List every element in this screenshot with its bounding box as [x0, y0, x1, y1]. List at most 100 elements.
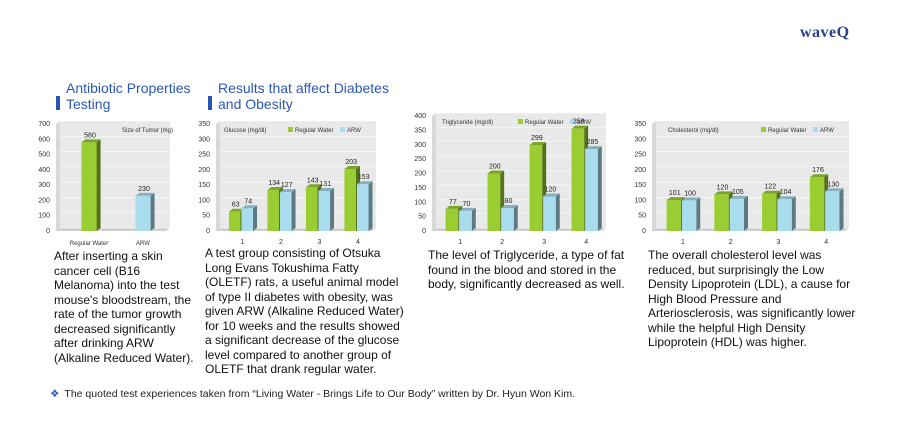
- y-tick-label: 200: [414, 171, 426, 178]
- legend-label-regular: Regular Water: [768, 128, 806, 134]
- bar-regular-top: [714, 191, 733, 195]
- footnote: ❖ The quoted test experiences taken from …: [50, 388, 575, 400]
- bar-arw-top: [459, 207, 476, 211]
- chart-axis-title: Glucose (mg/dl): [224, 128, 266, 134]
- y-tick-label: 300: [198, 136, 210, 143]
- triglyceride-chart: 0 50 100 150 200 250 300 350 400 Triglyceride (mg…: [414, 112, 606, 246]
- bar-regular: [666, 200, 681, 231]
- bar-regular-top: [305, 184, 322, 188]
- data-label: 105: [732, 189, 744, 196]
- x-tick-label: 3: [542, 239, 546, 246]
- legend-swatch-arw: [570, 119, 575, 124]
- bar-regular-top: [445, 205, 463, 209]
- x-tick-label: 1: [681, 239, 685, 246]
- x-tick-label: 3: [776, 239, 780, 246]
- bar-arw: [279, 192, 292, 231]
- glucose-chart: 0 50 100 150 200 250 300 350 Glucose (mg/dl) Regu…: [198, 120, 376, 246]
- data-label: 176: [812, 167, 824, 174]
- data-label: 134: [268, 180, 280, 187]
- y-tick-label: 350: [634, 121, 646, 128]
- bar-arw-side: [150, 192, 155, 231]
- bar-arw: [729, 198, 744, 231]
- y-tick-label: 500: [38, 152, 50, 159]
- bar-arw: [459, 210, 472, 231]
- bar-arw-top: [279, 189, 296, 193]
- bar-regular-top: [666, 197, 685, 201]
- bar-regular-top: [762, 190, 781, 194]
- bar-arw-side: [253, 205, 258, 231]
- antibiotic-title-line2: Testing: [66, 96, 111, 112]
- data-label: 63: [232, 202, 240, 209]
- bar-regular-top: [571, 125, 589, 129]
- y-tick-label: 300: [634, 136, 646, 143]
- bar-arw-side: [555, 193, 560, 231]
- chart-axis-title: Cholesterol (mg/dl): [668, 128, 719, 134]
- bar-arw: [318, 190, 331, 231]
- y-tick-label: 200: [634, 167, 646, 174]
- legend-swatch-regular: [288, 127, 293, 132]
- y-tick-label: 350: [198, 121, 210, 128]
- bar-arw: [777, 199, 792, 231]
- data-label: 153: [358, 174, 370, 181]
- diamond-bullet-icon: ❖: [50, 388, 60, 400]
- cholesterol-description: The overall cholesterol level was reduce…: [648, 248, 856, 349]
- bar-regular: [571, 128, 585, 231]
- diabetes-title-line2: and Obesity: [218, 96, 293, 112]
- data-label: 101: [669, 190, 681, 197]
- bar-arw-top: [681, 197, 701, 201]
- bar-regular-side: [96, 139, 101, 231]
- chart-axis-title: Size of Tumor (mg): [122, 128, 173, 134]
- bar-arw-top: [135, 192, 155, 196]
- bar-regular-top: [228, 208, 245, 212]
- bar-arw: [681, 200, 697, 231]
- legend-label-arw: ARW: [347, 128, 361, 134]
- y-tick-label: 100: [414, 199, 426, 206]
- plot-left-wall: [216, 121, 220, 231]
- bar-arw-top: [543, 193, 560, 197]
- bar-arw-top: [777, 196, 796, 200]
- plot-left-wall: [432, 113, 436, 231]
- y-tick-label: 150: [634, 182, 646, 189]
- tumor-description: After inserting a skin cancer cell (B16 …: [54, 249, 194, 365]
- x-tick-label: 2: [729, 239, 733, 246]
- bar-arw-side: [471, 207, 476, 231]
- bar-regular-top: [487, 170, 505, 174]
- antibiotic-section-title: Antibiotic Properties Testing: [56, 80, 191, 112]
- y-tick-label: 50: [638, 213, 646, 220]
- bar-arw-top: [729, 195, 748, 199]
- bar-regular: [487, 173, 501, 231]
- bar-regular-top: [267, 187, 283, 191]
- bar-regular: [267, 190, 279, 231]
- plot-floor: [432, 228, 606, 231]
- bar-arw-top: [241, 205, 258, 209]
- cholesterol-chart: 0 50 100 150 200 250 300 350 Cholesterol (mg/dl)…: [634, 120, 849, 246]
- footnote-text: The quoted test experiences taken from “…: [64, 388, 576, 400]
- glucose-description: A test group consisting of Otsuka Long E…: [205, 246, 404, 376]
- triglyceride-description: The level of Triglyceride, a type of fat…: [428, 248, 625, 291]
- data-label: 80: [505, 198, 513, 205]
- title-accent-bar: [208, 96, 212, 110]
- bar-arw-top: [585, 146, 602, 150]
- y-tick-label: 250: [634, 152, 646, 159]
- bar-arw-side: [291, 189, 296, 231]
- y-tick-label: 0: [642, 228, 646, 235]
- y-tick-label: 250: [414, 156, 426, 163]
- legend-label-arw: ARW: [820, 128, 834, 134]
- data-label: 143: [307, 177, 319, 184]
- legend-swatch-arw: [813, 127, 818, 132]
- y-tick-label: 0: [422, 228, 426, 235]
- bar-arw: [356, 184, 369, 231]
- bar-regular: [81, 142, 97, 231]
- x-tick-label: 2: [279, 239, 283, 246]
- bar-arw-top: [356, 181, 373, 185]
- x-tick-label: 2: [500, 239, 504, 246]
- x-tick-label: Regular Water: [70, 241, 108, 247]
- bar-arw-top: [318, 187, 335, 191]
- legend-swatch-regular: [761, 127, 766, 132]
- antibiotic-title-line1: Antibiotic Properties: [66, 80, 191, 96]
- bar-arw-side: [330, 187, 335, 231]
- y-tick-label: 600: [38, 136, 50, 143]
- x-tick-label: ARW: [136, 241, 150, 247]
- x-tick-label: 4: [584, 239, 588, 246]
- bar-regular: [228, 211, 241, 231]
